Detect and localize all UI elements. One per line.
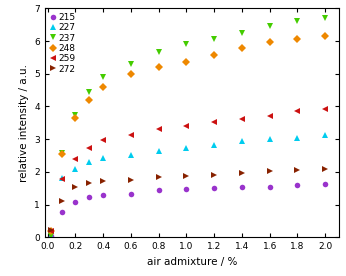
- 259: [129, 134, 133, 137]
- 215: [240, 185, 244, 188]
- 237: [295, 20, 300, 23]
- 237: [101, 75, 105, 79]
- 227: [157, 149, 161, 152]
- 248: [48, 230, 53, 233]
- 237: [268, 25, 272, 28]
- Line: 237: 237: [47, 15, 329, 239]
- 272: [295, 169, 300, 172]
- 272: [212, 173, 216, 176]
- X-axis label: air admixture / %: air admixture / %: [147, 257, 237, 267]
- 227: [240, 139, 244, 142]
- 259: [48, 230, 53, 233]
- 227: [129, 153, 133, 156]
- 215: [73, 200, 78, 204]
- Legend: 215, 227, 237, 248, 259, 272: 215, 227, 237, 248, 259, 272: [48, 11, 78, 75]
- 227: [101, 156, 105, 160]
- 227: [60, 177, 64, 180]
- 227: [184, 146, 189, 150]
- 215: [184, 188, 189, 191]
- 272: [184, 174, 189, 178]
- 248: [212, 53, 216, 56]
- 259: [87, 147, 91, 150]
- 215: [212, 187, 216, 190]
- 227: [295, 136, 300, 139]
- 259: [295, 110, 300, 113]
- 237: [212, 38, 216, 41]
- 227: [323, 134, 327, 137]
- 227: [87, 160, 91, 164]
- 215: [60, 210, 64, 214]
- 215: [101, 194, 105, 197]
- 248: [268, 40, 272, 44]
- 272: [48, 229, 53, 232]
- Line: 215: 215: [48, 182, 328, 238]
- 272: [323, 167, 327, 170]
- 215: [129, 192, 133, 195]
- 215: [48, 234, 53, 237]
- 227: [48, 234, 53, 237]
- 227: [73, 167, 78, 170]
- 248: [101, 85, 105, 89]
- Line: 227: 227: [48, 132, 328, 238]
- 237: [48, 234, 53, 237]
- 259: [323, 107, 327, 110]
- 248: [87, 98, 91, 102]
- 248: [240, 46, 244, 49]
- 227: [212, 144, 216, 147]
- 248: [129, 72, 133, 75]
- Line: 272: 272: [48, 166, 328, 233]
- 248: [60, 152, 64, 156]
- 237: [73, 113, 78, 116]
- Line: 259: 259: [47, 105, 329, 235]
- 272: [101, 179, 105, 182]
- 215: [87, 196, 91, 199]
- 272: [129, 178, 133, 181]
- 248: [295, 38, 300, 41]
- 272: [240, 171, 244, 174]
- 237: [87, 90, 91, 93]
- 248: [157, 65, 161, 69]
- 227: [268, 137, 272, 141]
- 215: [295, 183, 300, 187]
- 272: [268, 169, 272, 173]
- 215: [268, 185, 272, 188]
- 237: [240, 31, 244, 34]
- 259: [157, 128, 161, 131]
- 237: [129, 62, 133, 66]
- 272: [87, 181, 91, 184]
- 248: [184, 61, 189, 64]
- 259: [240, 117, 244, 121]
- 248: [323, 34, 327, 38]
- 259: [212, 121, 216, 124]
- 259: [184, 124, 189, 128]
- 237: [323, 17, 327, 20]
- 215: [323, 183, 327, 186]
- 237: [157, 51, 161, 54]
- Y-axis label: relative intensity / a.u.: relative intensity / a.u.: [19, 64, 29, 182]
- 259: [268, 114, 272, 117]
- 259: [73, 158, 78, 161]
- 237: [60, 151, 64, 155]
- 259: [60, 177, 64, 181]
- 248: [73, 116, 78, 120]
- 237: [184, 43, 189, 46]
- 272: [73, 185, 78, 188]
- 272: [157, 176, 161, 179]
- Line: 248: 248: [48, 33, 328, 234]
- 215: [157, 189, 161, 192]
- 259: [101, 138, 105, 142]
- 272: [60, 200, 64, 203]
